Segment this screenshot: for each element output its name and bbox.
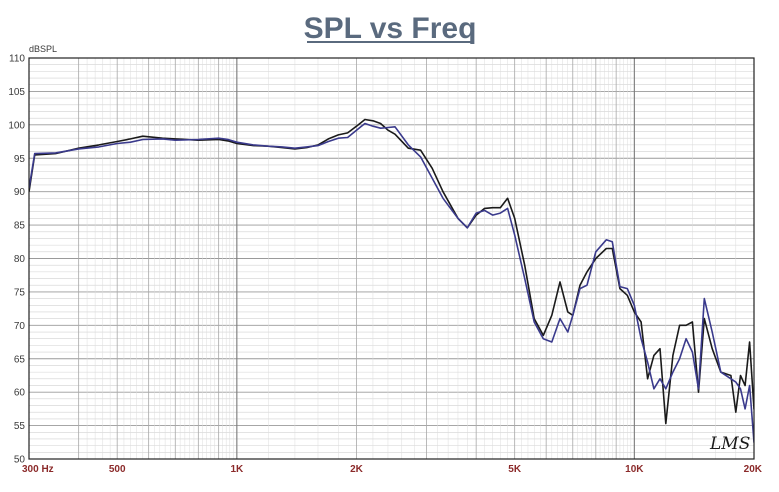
x-tick-label: 2K [350,464,364,475]
x-tick-label: 500 [109,464,126,475]
y-tick-label: 60 [14,388,26,399]
x-tick-label: 10K [625,464,644,475]
y-tick-label: 90 [14,187,26,198]
y-tick-label: 80 [14,254,26,265]
chart-grid [29,58,754,459]
series-line-2 [29,122,754,444]
y-tick-label: 100 [8,120,25,131]
x-tick-label: 300 Hz [22,464,54,475]
y-tick-label: 105 [8,87,25,98]
plot-area-frame [28,57,755,460]
y-tick-label: 55 [14,421,26,432]
y-tick-label: 70 [14,321,26,332]
y-tick-label: 65 [14,354,26,365]
lms-watermark: LMS [709,434,750,454]
y-tick-label: 110 [9,54,25,65]
y-axis-label: dBSPL [29,44,57,54]
tick-labels: 50 55 60 65 70 75 80 85 90 95 100 105 110 300 Hz 500 1K… [8,54,762,476]
y-tick-label: 85 [14,221,26,232]
chart-series [29,118,754,444]
chart-title: SPL vs Freq [304,12,477,45]
x-tick-label: 5K [508,464,522,475]
y-tick-label: 50 [14,455,26,466]
y-tick-label: 95 [14,154,26,165]
y-tick-label: 75 [14,287,26,298]
x-tick-label: 20K [744,464,763,475]
x-tick-label: 1K [230,464,244,475]
series-line-1 [29,118,754,425]
